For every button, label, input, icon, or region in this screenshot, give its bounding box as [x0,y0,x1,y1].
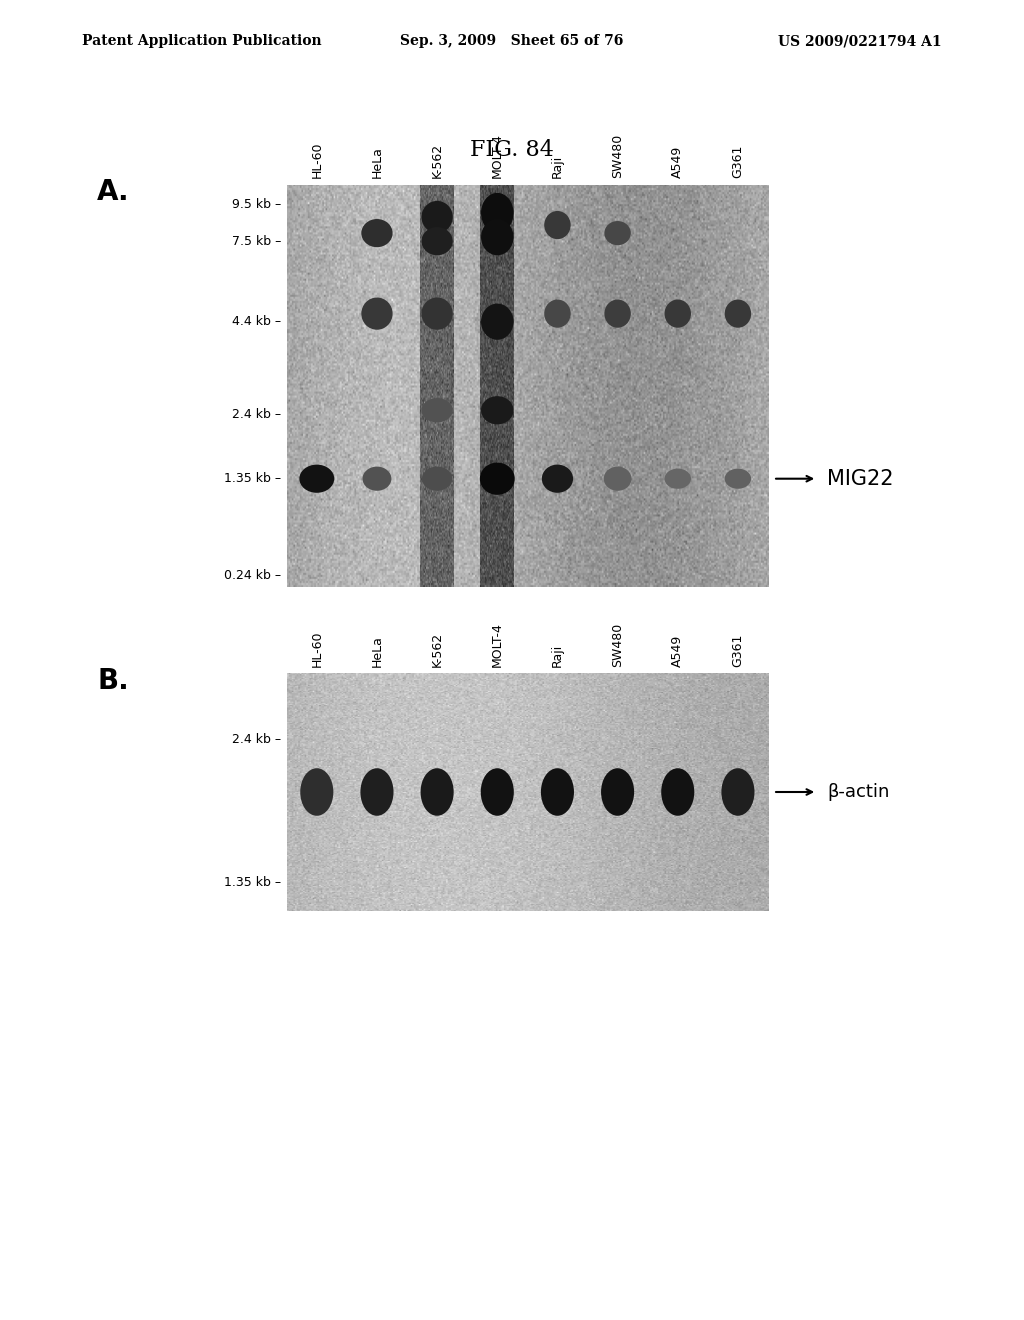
Ellipse shape [481,396,513,424]
Ellipse shape [665,300,691,327]
Text: HL-60: HL-60 [310,141,324,178]
Text: US 2009/0221794 A1: US 2009/0221794 A1 [778,34,942,49]
Ellipse shape [481,219,513,255]
Ellipse shape [362,467,391,491]
Ellipse shape [665,469,691,488]
Text: SW480: SW480 [611,622,624,667]
Ellipse shape [360,768,393,816]
Ellipse shape [480,768,514,816]
Text: A549: A549 [672,147,684,178]
Ellipse shape [662,768,694,816]
Ellipse shape [421,768,454,816]
Text: MOLT-4: MOLT-4 [490,133,504,178]
Text: G361: G361 [731,145,744,178]
Ellipse shape [422,467,453,491]
Ellipse shape [299,465,334,492]
Text: MIG22: MIG22 [827,469,894,488]
Ellipse shape [604,300,631,327]
Ellipse shape [725,300,752,327]
Text: K-562: K-562 [431,143,443,178]
Ellipse shape [361,219,392,247]
Text: Raji: Raji [551,643,564,667]
Ellipse shape [481,193,513,234]
Ellipse shape [480,462,515,495]
Text: HeLa: HeLa [371,635,383,667]
Text: 1.35 kb –: 1.35 kb – [224,875,282,888]
Ellipse shape [422,227,453,255]
Text: G361: G361 [731,634,744,667]
Text: β-actin: β-actin [827,783,890,801]
Text: 0.24 kb –: 0.24 kb – [224,569,282,582]
Ellipse shape [721,768,755,816]
Text: 4.4 kb –: 4.4 kb – [232,315,282,329]
Ellipse shape [422,297,453,330]
Ellipse shape [544,300,570,327]
Text: MOLT-4: MOLT-4 [490,622,504,667]
Ellipse shape [361,297,392,330]
Text: 2.4 kb –: 2.4 kb – [232,408,282,421]
Ellipse shape [604,220,631,246]
Ellipse shape [725,469,752,488]
Ellipse shape [544,211,570,239]
Ellipse shape [542,465,573,492]
Text: 7.5 kb –: 7.5 kb – [232,235,282,248]
Text: 1.35 kb –: 1.35 kb – [224,473,282,486]
Text: Sep. 3, 2009   Sheet 65 of 76: Sep. 3, 2009 Sheet 65 of 76 [400,34,624,49]
Ellipse shape [601,768,634,816]
Text: 2.4 kb –: 2.4 kb – [232,733,282,746]
Ellipse shape [422,201,453,234]
Text: B.: B. [97,667,129,694]
Text: 9.5 kb –: 9.5 kb – [232,198,282,211]
Text: K-562: K-562 [431,631,443,667]
Ellipse shape [481,304,513,339]
Text: FIG. 84: FIG. 84 [470,139,554,161]
Text: HeLa: HeLa [371,147,383,178]
Text: Patent Application Publication: Patent Application Publication [82,34,322,49]
Text: A.: A. [97,178,130,206]
Ellipse shape [422,399,453,422]
Text: Raji: Raji [551,154,564,178]
Text: A549: A549 [672,635,684,667]
Ellipse shape [300,768,334,816]
Ellipse shape [541,768,574,816]
Ellipse shape [604,467,632,491]
Text: SW480: SW480 [611,133,624,178]
Text: HL-60: HL-60 [310,630,324,667]
